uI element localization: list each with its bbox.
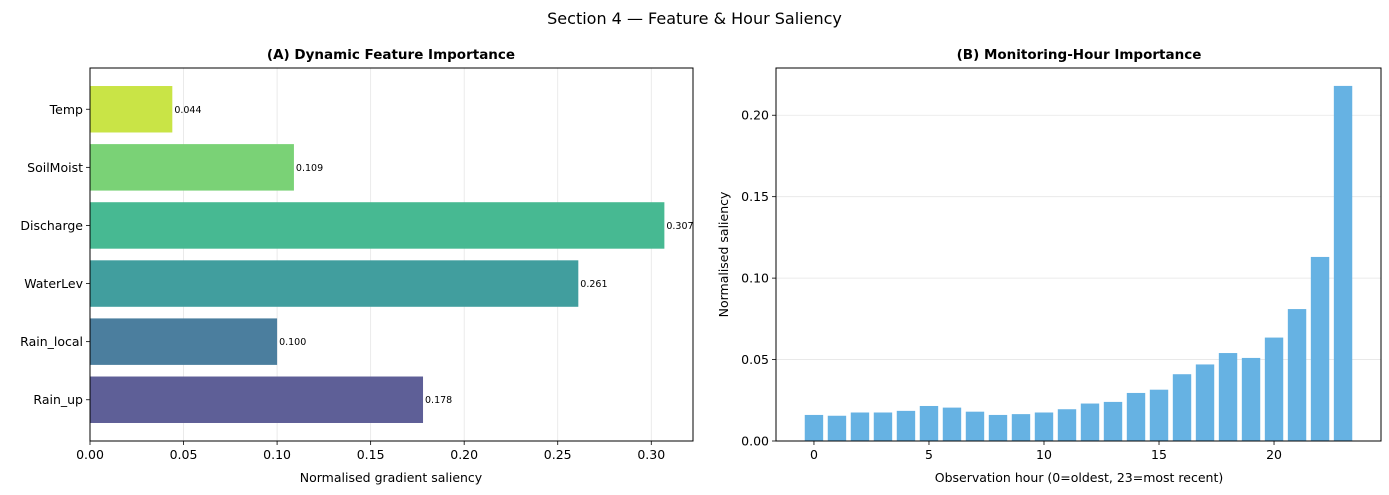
panel-b-y-tick-label: 0.10 bbox=[741, 271, 769, 286]
panel-b-bar-hour-23 bbox=[1333, 85, 1353, 442]
panel-b-bar-hour-7 bbox=[965, 411, 985, 441]
panel-a-x-tick-label: 0.05 bbox=[170, 447, 198, 462]
panel-a-y-tick-label: Temp bbox=[49, 102, 83, 117]
panel-a-bar-discharge bbox=[90, 202, 665, 249]
panel-a-frame bbox=[89, 67, 694, 442]
panel-a-gridlines bbox=[89, 68, 652, 441]
panel-b-bar-hour-12 bbox=[1080, 403, 1100, 441]
panel-b-hour-importance: (B) Monitoring-Hour Importance 0 5 10 15 20 … bbox=[716, 47, 1382, 485]
panel-b-bar-hour-16 bbox=[1172, 374, 1192, 441]
panel-b-y-tick-label: 0.15 bbox=[741, 189, 769, 204]
panel-b-bar-hour-14 bbox=[1126, 392, 1146, 441]
panel-b-bar-hour-22 bbox=[1310, 256, 1330, 441]
panel-b-bar-hour-20 bbox=[1264, 337, 1284, 441]
panel-a-x-tick-label: 0.30 bbox=[637, 447, 665, 462]
panel-b-bars bbox=[804, 85, 1353, 442]
panel-a-data-label: 0.307 bbox=[666, 221, 693, 232]
panel-a-x-axis-label: Normalised gradient saliency bbox=[300, 470, 483, 485]
panel-a-y-tick-label: Rain_up bbox=[33, 392, 83, 407]
panel-a-bar-rain-local bbox=[90, 318, 278, 365]
panel-b-x-tick-label: 5 bbox=[925, 447, 933, 462]
panel-b-bar-hour-2 bbox=[850, 412, 870, 441]
panel-a-bar-waterlev bbox=[90, 260, 579, 307]
panel-b-x-tick-label: 20 bbox=[1266, 447, 1282, 462]
panel-b-bar-hour-13 bbox=[1103, 401, 1123, 441]
panel-b-x-ticks: 0 5 10 15 20 bbox=[810, 441, 1282, 462]
panel-b-y-ticks: 0.00 0.05 0.10 0.15 0.20 bbox=[741, 108, 776, 449]
panel-b-bar-hour-3 bbox=[873, 412, 893, 441]
panel-a-data-label: 0.044 bbox=[174, 105, 201, 116]
panel-b-bar-hour-8 bbox=[988, 414, 1008, 441]
panel-b-bar-hour-1 bbox=[827, 415, 847, 441]
panel-a-x-tick-label: 0.25 bbox=[544, 447, 572, 462]
panel-b-bar-hour-21 bbox=[1287, 309, 1307, 441]
figure-title: Section 4 — Feature & Hour Saliency bbox=[547, 9, 842, 28]
panel-a-bars bbox=[90, 86, 665, 423]
panel-a-y-tick-label: Rain_local bbox=[20, 334, 83, 349]
panel-b-bar-hour-0 bbox=[804, 414, 824, 441]
panel-a-data-label: 0.261 bbox=[580, 279, 607, 290]
panel-a-bar-rain-up bbox=[90, 376, 424, 423]
panel-b-y-axis-label: Normalised saliency bbox=[716, 191, 731, 317]
panel-a-y-tick-label: WaterLev bbox=[24, 276, 83, 291]
panel-a-x-tick-label: 0.20 bbox=[450, 447, 478, 462]
panel-b-bar-hour-15 bbox=[1149, 389, 1169, 441]
panel-a-data-label: 0.100 bbox=[279, 337, 306, 348]
panel-a-x-tick-label: 0.10 bbox=[263, 447, 291, 462]
panel-b-bar-hour-9 bbox=[1011, 414, 1031, 441]
panel-a-y-ticks: Rain_up Rain_local WaterLev Discharge SoilMo… bbox=[20, 102, 90, 407]
panel-b-bar-hour-5 bbox=[919, 405, 939, 441]
panel-b-bar-hour-10 bbox=[1034, 412, 1054, 441]
panel-b-bar-hour-4 bbox=[896, 410, 916, 441]
panel-b-title: (B) Monitoring-Hour Importance bbox=[957, 47, 1202, 63]
panel-b-bar-hour-11 bbox=[1057, 409, 1077, 441]
panel-a-data-labels: 0.178 0.100 0.261 0.307 0.109 0.044 bbox=[174, 105, 693, 406]
panel-b-frame bbox=[775, 67, 1382, 442]
panel-b-bar-hour-18 bbox=[1218, 353, 1238, 441]
panel-b-x-tick-label: 15 bbox=[1151, 447, 1167, 462]
panel-a-title: (A) Dynamic Feature Importance bbox=[267, 47, 515, 63]
panel-a-x-tick-label: 0.00 bbox=[76, 447, 104, 462]
panel-a-bar-soilmoist bbox=[90, 144, 294, 191]
panel-b-x-axis-label: Observation hour (0=oldest, 23=most rece… bbox=[935, 470, 1224, 485]
panel-a-x-tick-label: 0.15 bbox=[357, 447, 385, 462]
panel-b-bar-hour-6 bbox=[942, 407, 962, 441]
panel-a-x-ticks: 0.00 0.05 0.10 0.15 0.20 0.25 0.30 bbox=[76, 441, 665, 462]
panel-b-y-tick-label: 0.05 bbox=[741, 352, 769, 367]
panel-b-y-tick-label: 0.00 bbox=[741, 434, 769, 449]
panel-a-y-tick-label: SoilMoist bbox=[27, 160, 83, 175]
panel-b-y-tick-label: 0.20 bbox=[741, 108, 769, 123]
panel-a-data-label: 0.109 bbox=[296, 163, 323, 174]
panel-b-bar-hour-17 bbox=[1195, 364, 1215, 441]
panel-a-y-tick-label: Discharge bbox=[20, 218, 83, 233]
panel-a-bar-temp bbox=[90, 86, 173, 133]
panel-a-feature-importance: (A) Dynamic Feature Importance 0.178 0.10… bbox=[20, 47, 693, 485]
panel-b-bar-hour-19 bbox=[1241, 357, 1261, 441]
panel-b-x-tick-label: 0 bbox=[810, 447, 818, 462]
panel-a-data-label: 0.178 bbox=[425, 395, 452, 406]
panel-b-x-tick-label: 10 bbox=[1036, 447, 1052, 462]
